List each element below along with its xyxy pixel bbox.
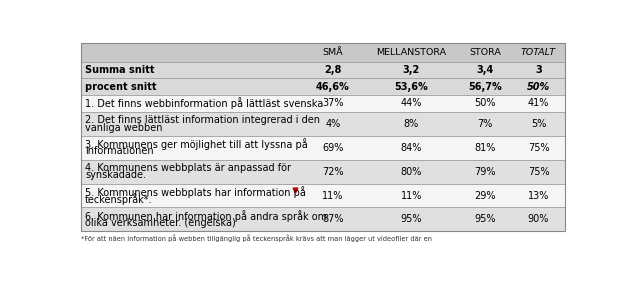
Text: 4%: 4% <box>325 119 340 129</box>
Text: 3. Kommunens ger möjlighet till att lyssna på: 3. Kommunens ger möjlighet till att lyss… <box>85 138 308 150</box>
Bar <box>81 95 565 112</box>
Text: 87%: 87% <box>322 215 343 224</box>
Text: 53,6%: 53,6% <box>394 82 428 92</box>
Text: 11%: 11% <box>401 191 422 201</box>
Text: 3,4: 3,4 <box>477 65 494 75</box>
Bar <box>81 136 565 160</box>
Text: 50%: 50% <box>527 82 550 92</box>
Text: 84%: 84% <box>401 143 422 153</box>
Text: synskadade.: synskadade. <box>85 170 146 180</box>
Text: SMÅ: SMÅ <box>323 48 343 57</box>
Bar <box>81 112 565 136</box>
Text: 3,2: 3,2 <box>403 65 420 75</box>
Text: *För att näen information på webben tillgänglig på teckenspråk krävs att man läg: *För att näen information på webben till… <box>81 235 432 243</box>
Text: 4. Kommunens webbplats är anpassad för: 4. Kommunens webbplats är anpassad för <box>85 163 291 173</box>
Text: 75%: 75% <box>528 167 549 177</box>
Text: 46,6%: 46,6% <box>316 82 350 92</box>
Text: 44%: 44% <box>401 98 422 108</box>
Text: 37%: 37% <box>322 98 343 108</box>
Text: 6. Kommunen har information på andra språk om: 6. Kommunen har information på andra spr… <box>85 210 327 222</box>
Text: 2,8: 2,8 <box>324 65 342 75</box>
Text: 11%: 11% <box>322 191 343 201</box>
Text: 90%: 90% <box>528 215 549 224</box>
Text: 56,7%: 56,7% <box>469 82 502 92</box>
Text: 5%: 5% <box>531 119 546 129</box>
Text: 95%: 95% <box>401 215 422 224</box>
Text: 13%: 13% <box>528 191 549 201</box>
Text: 29%: 29% <box>474 191 496 201</box>
Text: informationen: informationen <box>85 146 153 157</box>
Text: 72%: 72% <box>322 167 343 177</box>
Text: 1. Det finns webbinformation på lättläst svenska: 1. Det finns webbinformation på lättläst… <box>85 98 323 109</box>
Bar <box>81 184 565 208</box>
Bar <box>81 78 565 95</box>
Text: procent snitt: procent snitt <box>85 82 157 92</box>
Text: olika verksamheter. (engelska): olika verksamheter. (engelska) <box>85 218 236 228</box>
Text: MELLANSTORA: MELLANSTORA <box>376 48 447 57</box>
Text: Summa snitt: Summa snitt <box>85 65 155 75</box>
Text: TOTALT: TOTALT <box>521 48 556 57</box>
Bar <box>81 62 565 78</box>
Text: teckenspråk*.: teckenspråk*. <box>85 193 152 205</box>
Text: 5. Kommunens webbplats har information på: 5. Kommunens webbplats har information p… <box>85 186 306 198</box>
Text: vanliga webben: vanliga webben <box>85 122 162 133</box>
Bar <box>81 160 565 184</box>
Text: 3: 3 <box>535 65 542 75</box>
Text: 41%: 41% <box>528 98 549 108</box>
Text: 2. Det finns lättläst information integrerad i den: 2. Det finns lättläst information integr… <box>85 115 320 125</box>
Text: 80%: 80% <box>401 167 422 177</box>
Text: 8%: 8% <box>404 119 419 129</box>
Text: 95%: 95% <box>474 215 496 224</box>
Text: 7%: 7% <box>477 119 493 129</box>
Bar <box>81 43 565 62</box>
Text: 81%: 81% <box>474 143 496 153</box>
Bar <box>81 43 565 232</box>
Text: 79%: 79% <box>474 167 496 177</box>
Text: STORA: STORA <box>469 48 501 57</box>
Text: 50%: 50% <box>474 98 496 108</box>
Bar <box>81 208 565 232</box>
Text: 75%: 75% <box>528 143 549 153</box>
Text: 69%: 69% <box>322 143 343 153</box>
